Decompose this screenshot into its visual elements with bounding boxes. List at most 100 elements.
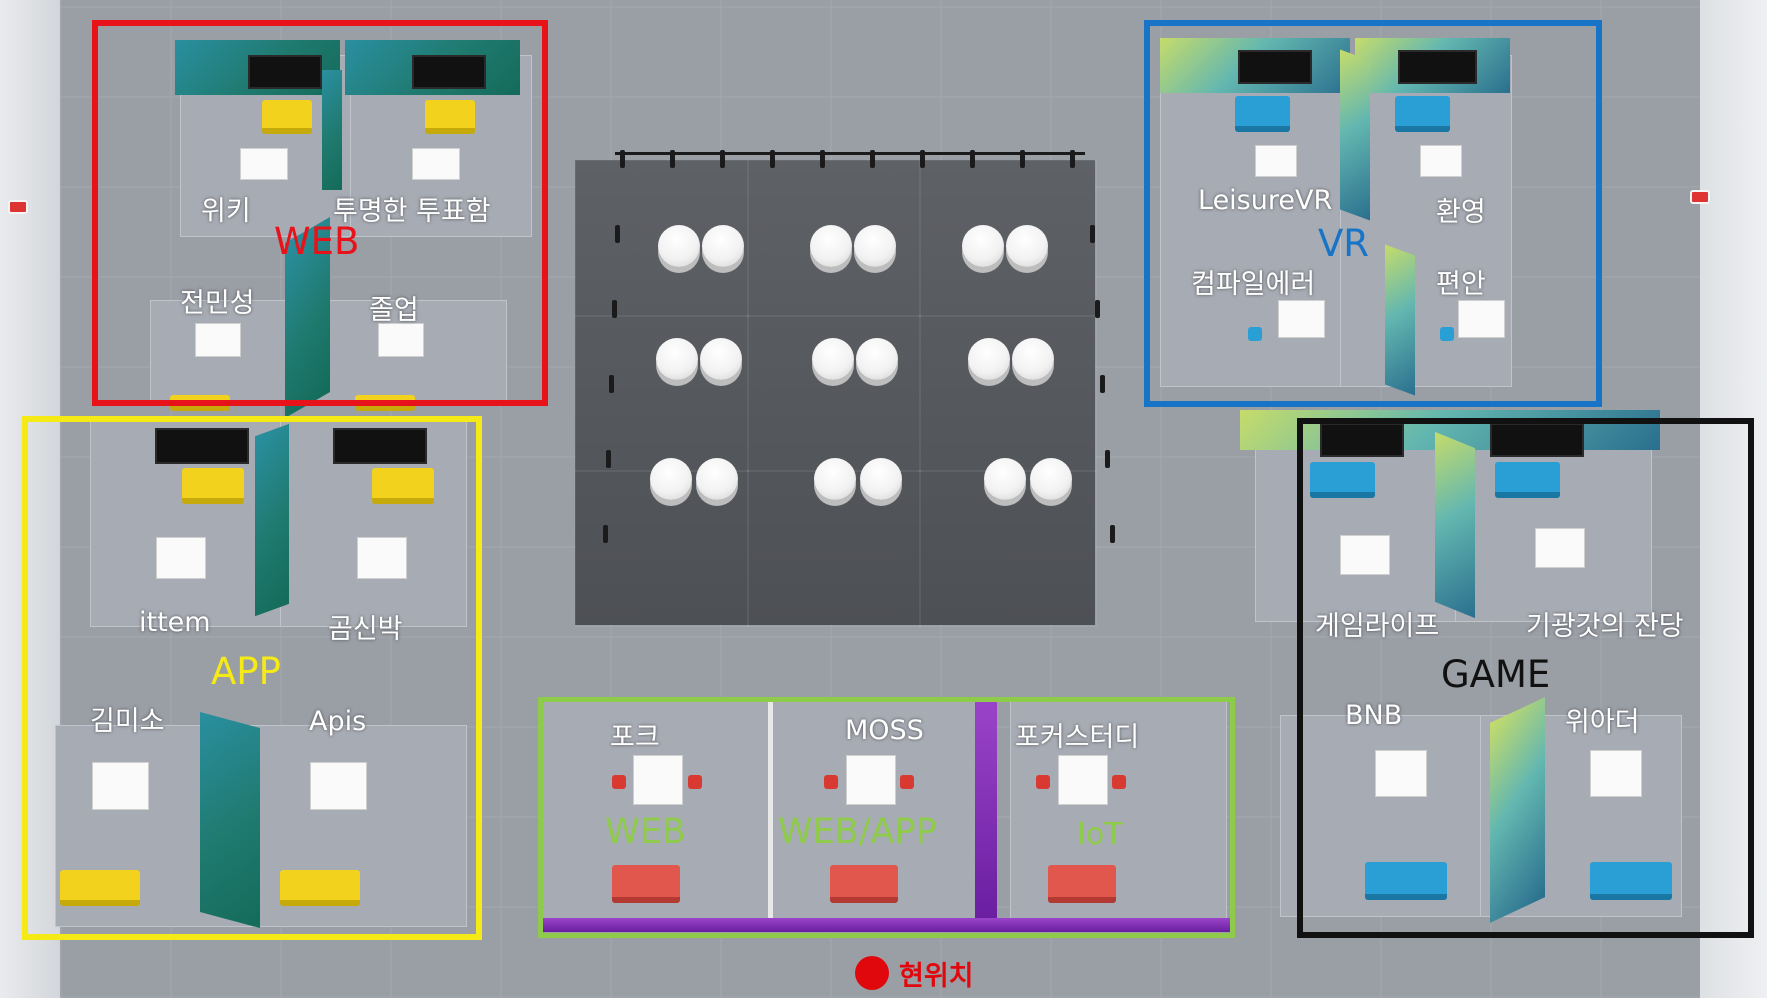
zone-title-app: APP [211, 650, 281, 693]
stool-icon [702, 225, 744, 267]
table-icon [310, 762, 367, 810]
queue-post [606, 450, 611, 468]
tv-screen-icon [333, 428, 427, 464]
stool-icon [700, 338, 742, 380]
queue-post [620, 150, 625, 168]
stool-icon [696, 458, 738, 500]
zone-web-frame [92, 20, 548, 406]
couch-icon [1048, 865, 1116, 903]
table-icon [1458, 300, 1505, 338]
tv-screen-icon [1398, 50, 1477, 84]
zone-title-game: GAME [1441, 653, 1551, 696]
stool-icon [658, 225, 700, 267]
booth-label-leisurevr: LeisureVR [1198, 185, 1333, 216]
queue-post [770, 150, 775, 168]
table-icon [378, 323, 424, 357]
zone-vr-frame [1144, 20, 1602, 407]
table-icon [1278, 300, 1325, 338]
booth-floor [1010, 700, 1227, 927]
table-icon [1340, 535, 1390, 575]
booth-label-compile-error: 컴파일에러 [1191, 269, 1316, 300]
queue-post [1110, 525, 1115, 543]
booth-label-comfort: 편안 [1436, 269, 1486, 300]
queue-post [603, 525, 608, 543]
queue-post [1020, 150, 1025, 168]
table-icon [633, 755, 683, 805]
couch-icon [1395, 96, 1450, 132]
booth-label-bnb: BNB [1345, 700, 1403, 731]
zone-game-frame [1297, 418, 1754, 938]
booth-divider [322, 70, 342, 190]
booth-label-welcome: 환영 [1436, 197, 1486, 228]
stool-icon [854, 225, 896, 267]
couch-icon [182, 468, 244, 504]
fire-alarm-icon [8, 200, 28, 214]
queue-post [720, 150, 725, 168]
stool-icon [1030, 458, 1072, 500]
table-icon [1590, 750, 1642, 797]
booth-label-ittem: ittem [139, 607, 211, 638]
couch-icon [60, 870, 140, 906]
stool-icon [860, 458, 902, 500]
stool-icon [962, 225, 1004, 267]
current-location-marker: 현위치 [855, 953, 974, 993]
couch-icon [1365, 862, 1447, 900]
chair-icon [1440, 327, 1454, 341]
booth-label-apis: Apis [309, 706, 367, 737]
booth-label-fork: 포크 [610, 722, 660, 753]
stool-icon [856, 338, 898, 380]
booth-label-wiki: 위키 [201, 196, 251, 227]
queue-post [970, 150, 975, 168]
booth-banner [540, 918, 1230, 932]
booth-label-jeonminseong: 전민성 [180, 288, 255, 319]
stool-icon [814, 458, 856, 500]
tv-screen-icon [155, 428, 249, 464]
tv-screen-icon [1490, 423, 1584, 457]
category-label-web-app: WEB/APP [778, 812, 937, 852]
chair-icon [688, 775, 702, 789]
stool-icon [1012, 338, 1054, 380]
table-icon [1375, 750, 1427, 797]
couch-icon [1310, 462, 1375, 498]
booth-label-graduation: 졸업 [369, 295, 419, 326]
couch-icon [1495, 462, 1560, 498]
booth-label-gomsinbak: 곰신박 [328, 614, 403, 645]
table-icon [412, 148, 460, 180]
queue-post [870, 150, 875, 168]
queue-rope [615, 152, 1085, 155]
red-dot-icon [855, 956, 889, 990]
couch-icon [830, 865, 898, 903]
queue-post [1100, 375, 1105, 393]
table-icon [240, 148, 288, 180]
tv-screen-icon [248, 55, 322, 89]
booth-divider [975, 700, 997, 920]
zone-title-vr: VR [1318, 222, 1370, 265]
tv-screen-icon [412, 55, 486, 89]
queue-post [820, 150, 825, 168]
queue-post [1105, 450, 1110, 468]
couch-icon [612, 865, 680, 903]
booth-label-gigwanggat: 기광갓의 잔당 [1526, 611, 1684, 642]
zone-title-web: WEB [274, 220, 360, 263]
table-icon [1255, 145, 1297, 177]
booth-label-transparent-ballot: 투명한 투표함 [333, 196, 491, 227]
couch-icon [280, 870, 360, 906]
stool-icon [650, 458, 692, 500]
queue-post [1090, 225, 1095, 243]
stool-icon [810, 225, 852, 267]
fire-alarm-icon [1690, 190, 1710, 204]
stool-icon [984, 458, 1026, 500]
zone-bottom-frame [538, 697, 1235, 938]
chair-icon [1248, 327, 1262, 341]
booth-label-kimmiso: 김미소 [90, 706, 165, 737]
chair-icon [900, 775, 914, 789]
chair-icon [1036, 775, 1050, 789]
table-icon [1420, 145, 1462, 177]
couch-icon [372, 468, 434, 504]
queue-post [609, 375, 614, 393]
booth-divider [768, 700, 773, 930]
zone-app-frame [22, 416, 482, 940]
queue-post [670, 150, 675, 168]
queue-post [612, 300, 617, 318]
